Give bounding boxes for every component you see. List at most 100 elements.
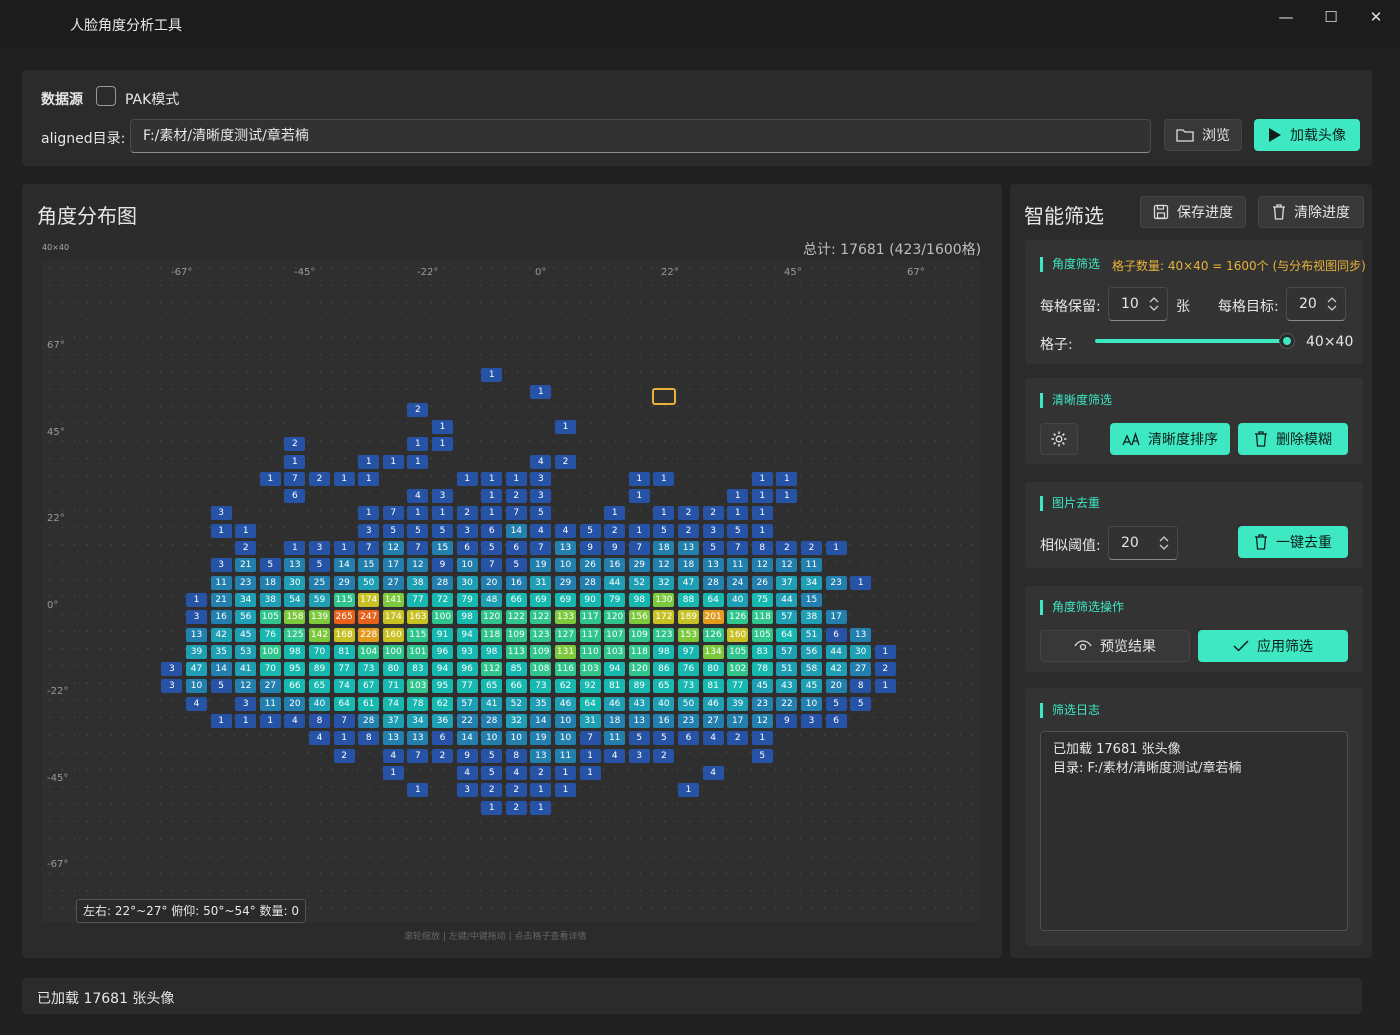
clarity-sort-button[interactable]: 清晰度排序 xyxy=(1110,423,1230,455)
heatmap-cell[interactable]: 168 xyxy=(333,627,355,642)
heatmap-cell[interactable]: 13 xyxy=(186,627,207,642)
heatmap-cell[interactable]: 17 xyxy=(825,610,847,625)
heatmap-cell[interactable]: 65 xyxy=(653,679,675,694)
heatmap-cell[interactable]: 2 xyxy=(505,800,527,815)
heatmap-cell[interactable]: 3 xyxy=(161,662,183,677)
heatmap-cell[interactable]: 85 xyxy=(505,662,527,677)
heatmap-cell[interactable]: 1 xyxy=(382,765,404,780)
heatmap-cell[interactable]: 65 xyxy=(309,679,330,694)
heatmap-cell[interactable]: 10 xyxy=(555,714,576,728)
heatmap-cell[interactable]: 122 xyxy=(530,610,552,625)
heatmap-cell[interactable]: 77 xyxy=(727,679,749,694)
heatmap-cell[interactable]: 1 xyxy=(530,783,552,798)
heatmap-cell[interactable]: 107 xyxy=(604,627,626,642)
heatmap-cell[interactable]: 79 xyxy=(604,592,626,607)
heatmap-cell[interactable]: 1 xyxy=(678,783,699,798)
heatmap-cell[interactable]: 1 xyxy=(530,385,552,400)
heatmap-cell[interactable]: 2 xyxy=(555,454,576,469)
heatmap-cell[interactable]: 2 xyxy=(333,748,355,763)
heatmap-cell[interactable]: 28 xyxy=(579,575,601,590)
heatmap-cell[interactable]: 100 xyxy=(382,644,404,659)
load-avatars-button[interactable]: 加载头像 xyxy=(1254,119,1360,151)
heatmap-cell[interactable]: 139 xyxy=(309,610,330,625)
heatmap-cell[interactable]: 1 xyxy=(555,765,576,780)
heatmap-cell[interactable]: 51 xyxy=(801,627,822,642)
heatmap-cell[interactable]: 44 xyxy=(776,592,798,607)
heatmap-cell[interactable]: 59 xyxy=(309,592,330,607)
heatmap-cell[interactable]: 1 xyxy=(776,489,798,504)
heatmap-cell[interactable]: 108 xyxy=(530,662,552,677)
heatmap-cell[interactable]: 153 xyxy=(678,627,699,642)
heatmap-cell[interactable]: 94 xyxy=(456,627,478,642)
heatmap-cell[interactable]: 42 xyxy=(210,627,232,642)
heatmap-cell[interactable]: 19 xyxy=(530,558,552,573)
heatmap-cell[interactable]: 105 xyxy=(751,627,773,642)
heatmap-cell[interactable]: 10 xyxy=(186,679,207,694)
heatmap-cell[interactable]: 12 xyxy=(751,558,773,573)
heatmap-cell[interactable]: 5 xyxy=(850,696,872,711)
heatmap-cell[interactable]: 16 xyxy=(210,610,232,625)
heatmap-cell[interactable]: 44 xyxy=(825,644,847,659)
heatmap-cell[interactable]: 20 xyxy=(284,696,306,711)
heatmap-cell[interactable]: 265 xyxy=(333,610,355,625)
heatmap-cell[interactable]: 81 xyxy=(333,644,355,659)
heatmap-cell[interactable]: 20 xyxy=(481,575,503,590)
heatmap-cell[interactable]: 18 xyxy=(678,558,699,573)
heatmap-cell[interactable]: 45 xyxy=(235,627,257,642)
heatmap-cell[interactable]: 98 xyxy=(284,644,306,659)
heatmap-cell[interactable]: 2 xyxy=(776,541,798,555)
heatmap-cell[interactable]: 120 xyxy=(604,610,626,625)
heatmap-cell[interactable]: 1 xyxy=(284,541,306,555)
heatmap-cell[interactable]: 7 xyxy=(382,506,404,521)
heatmap-cell[interactable]: 1 xyxy=(481,506,503,521)
heatmap-cell[interactable]: 112 xyxy=(481,662,503,677)
maximize-button[interactable]: ☐ xyxy=(1324,8,1338,26)
heatmap-cell[interactable]: 53 xyxy=(235,644,257,659)
heatmap-cell[interactable]: 48 xyxy=(481,592,503,607)
heatmap-cell[interactable]: 35 xyxy=(210,644,232,659)
heatmap-cell[interactable]: 1 xyxy=(579,748,601,763)
heatmap-cell[interactable]: 64 xyxy=(776,627,798,642)
heatmap-cell[interactable]: 42 xyxy=(825,662,847,677)
heatmap-cell[interactable]: 100 xyxy=(432,610,453,625)
heatmap-cell[interactable]: 105 xyxy=(259,610,281,625)
heatmap-cell[interactable]: 2 xyxy=(456,506,478,521)
heatmap-cell[interactable]: 113 xyxy=(505,644,527,659)
heatmap-cell[interactable]: 115 xyxy=(407,627,429,642)
heatmap-cell[interactable]: 26 xyxy=(579,558,601,573)
heatmap-cell[interactable]: 2 xyxy=(284,437,306,452)
heatmap-cell[interactable]: 76 xyxy=(678,662,699,677)
heatmap-cell[interactable]: 5 xyxy=(751,748,773,763)
heatmap-cell[interactable]: 50 xyxy=(358,575,380,590)
heatmap-cell[interactable]: 34 xyxy=(801,575,822,590)
heatmap-cell[interactable]: 13 xyxy=(407,731,429,746)
heatmap-cell[interactable]: 6 xyxy=(505,541,527,555)
heatmap-cell[interactable]: 2 xyxy=(653,748,675,763)
heatmap-cell[interactable]: 29 xyxy=(333,575,355,590)
heatmap-cell[interactable]: 81 xyxy=(702,679,724,694)
heatmap-cell[interactable]: 97 xyxy=(678,644,699,659)
heatmap-cell[interactable]: 3 xyxy=(432,489,453,504)
heatmap-cell[interactable]: 27 xyxy=(259,679,281,694)
heatmap-cell[interactable]: 1 xyxy=(653,471,675,486)
heatmap-cell[interactable]: 57 xyxy=(776,610,798,625)
heatmap-cell[interactable]: 5 xyxy=(259,558,281,573)
heatmap-cell[interactable]: 117 xyxy=(579,610,601,625)
heatmap-cell[interactable]: 44 xyxy=(604,575,626,590)
heatmap-cell[interactable]: 15 xyxy=(801,592,822,607)
heatmap-cell[interactable]: 73 xyxy=(678,679,699,694)
heatmap-cell[interactable]: 122 xyxy=(505,610,527,625)
clear-progress-button[interactable]: 清除进度 xyxy=(1258,196,1364,228)
heatmap-cell[interactable]: 1 xyxy=(751,471,773,486)
heatmap-cell[interactable]: 7 xyxy=(481,558,503,573)
heatmap-cell[interactable]: 1 xyxy=(235,523,257,538)
heatmap-cell[interactable]: 7 xyxy=(358,541,380,555)
heatmap-cell[interactable]: 13 xyxy=(678,541,699,555)
heatmap-cell[interactable]: 5 xyxy=(505,558,527,573)
heatmap-cell[interactable]: 5 xyxy=(825,696,847,711)
heatmap-cell[interactable]: 1 xyxy=(358,506,380,521)
heatmap-cell[interactable]: 100 xyxy=(259,644,281,659)
heatmap-cell[interactable]: 73 xyxy=(530,679,552,694)
heatmap-cell[interactable]: 56 xyxy=(235,610,257,625)
heatmap-cell[interactable]: 4 xyxy=(702,765,724,780)
